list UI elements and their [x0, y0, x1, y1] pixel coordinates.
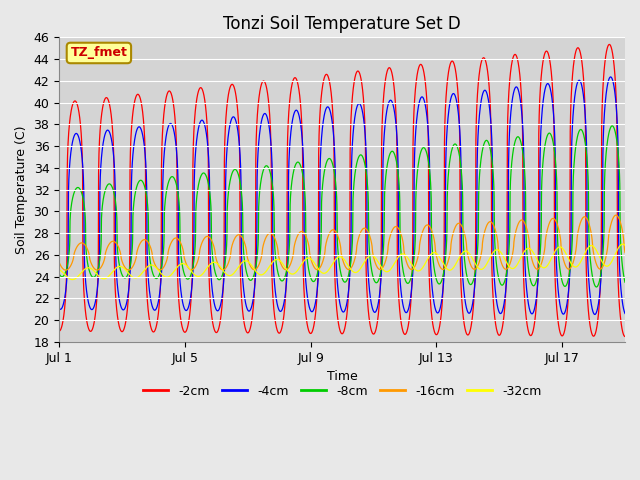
- Text: TZ_fmet: TZ_fmet: [70, 47, 127, 60]
- Title: Tonzi Soil Temperature Set D: Tonzi Soil Temperature Set D: [223, 15, 461, 33]
- Line: -32cm: -32cm: [59, 244, 625, 279]
- -2cm: [621, 334, 629, 339]
- -2cm: [321, 73, 329, 79]
- -32cm: [621, 242, 629, 248]
- -32cm: [621, 242, 628, 248]
- -8cm: [321, 165, 329, 171]
- -16cm: [157, 267, 164, 273]
- Line: -2cm: -2cm: [59, 45, 625, 336]
- -32cm: [438, 258, 445, 264]
- -4cm: [621, 309, 628, 315]
- -2cm: [621, 333, 628, 339]
- Y-axis label: Soil Temperature (C): Soil Temperature (C): [15, 125, 28, 254]
- Line: -8cm: -8cm: [59, 126, 625, 287]
- -16cm: [621, 250, 629, 255]
- -4cm: [55, 305, 63, 311]
- -2cm: [438, 308, 445, 313]
- X-axis label: Time: Time: [326, 370, 358, 383]
- -16cm: [55, 259, 63, 265]
- -4cm: [469, 299, 477, 305]
- -32cm: [68, 276, 76, 282]
- -8cm: [593, 284, 600, 290]
- -8cm: [469, 279, 477, 285]
- Legend: -2cm, -4cm, -8cm, -16cm, -32cm: -2cm, -4cm, -8cm, -16cm, -32cm: [138, 380, 547, 403]
- -32cm: [501, 257, 509, 263]
- -4cm: [621, 311, 629, 316]
- -8cm: [621, 279, 629, 285]
- -2cm: [501, 301, 509, 307]
- -32cm: [157, 271, 164, 276]
- -8cm: [438, 278, 445, 284]
- -16cm: [321, 247, 329, 252]
- -2cm: [157, 271, 164, 277]
- -4cm: [438, 298, 445, 304]
- -2cm: [55, 328, 63, 334]
- Line: -4cm: -4cm: [59, 77, 625, 314]
- -16cm: [501, 266, 509, 272]
- -16cm: [62, 267, 70, 273]
- -16cm: [438, 266, 445, 272]
- -32cm: [469, 257, 477, 263]
- Line: -16cm: -16cm: [59, 215, 625, 270]
- -2cm: [469, 309, 477, 315]
- -4cm: [591, 312, 598, 317]
- -4cm: [607, 74, 614, 80]
- -16cm: [612, 212, 620, 218]
- -16cm: [469, 266, 477, 272]
- -4cm: [321, 109, 329, 115]
- -8cm: [55, 271, 63, 276]
- -32cm: [619, 241, 627, 247]
- -8cm: [501, 277, 509, 283]
- -8cm: [157, 267, 164, 273]
- -2cm: [605, 42, 613, 48]
- -8cm: [609, 123, 616, 129]
- -8cm: [621, 277, 628, 283]
- -4cm: [157, 280, 164, 286]
- -4cm: [501, 294, 509, 300]
- -32cm: [321, 270, 329, 276]
- -32cm: [55, 267, 63, 273]
- -16cm: [621, 247, 628, 252]
